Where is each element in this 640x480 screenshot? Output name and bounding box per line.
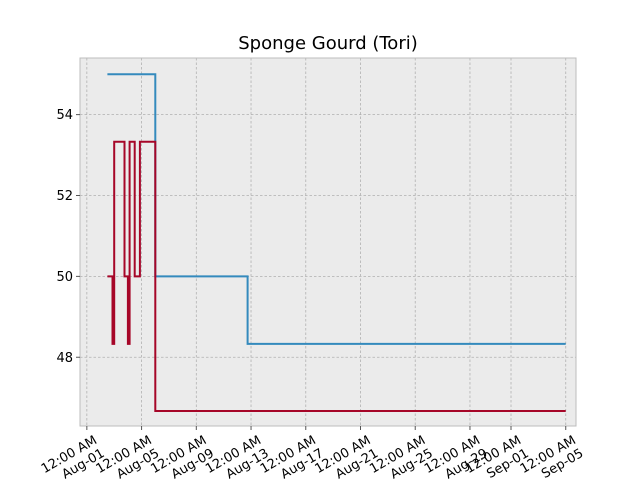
y-tick-label: 50	[56, 270, 73, 285]
series-line-2	[107, 140, 566, 412]
grid-lines	[80, 58, 576, 426]
y-tick-label: 48	[56, 351, 73, 366]
y-axis: 48 50 52 54	[56, 108, 80, 366]
plot-area	[80, 58, 576, 426]
chart-title: Sponge Gourd (Tori)	[238, 33, 418, 54]
plot-frame	[79, 57, 577, 427]
data-series	[107, 73, 566, 412]
y-tick-label: 54	[56, 108, 73, 123]
x-tick-label: 12:00 AMAug-01	[39, 433, 107, 480]
y-tick-label: 52	[56, 189, 73, 204]
series-line-1	[107, 73, 566, 345]
